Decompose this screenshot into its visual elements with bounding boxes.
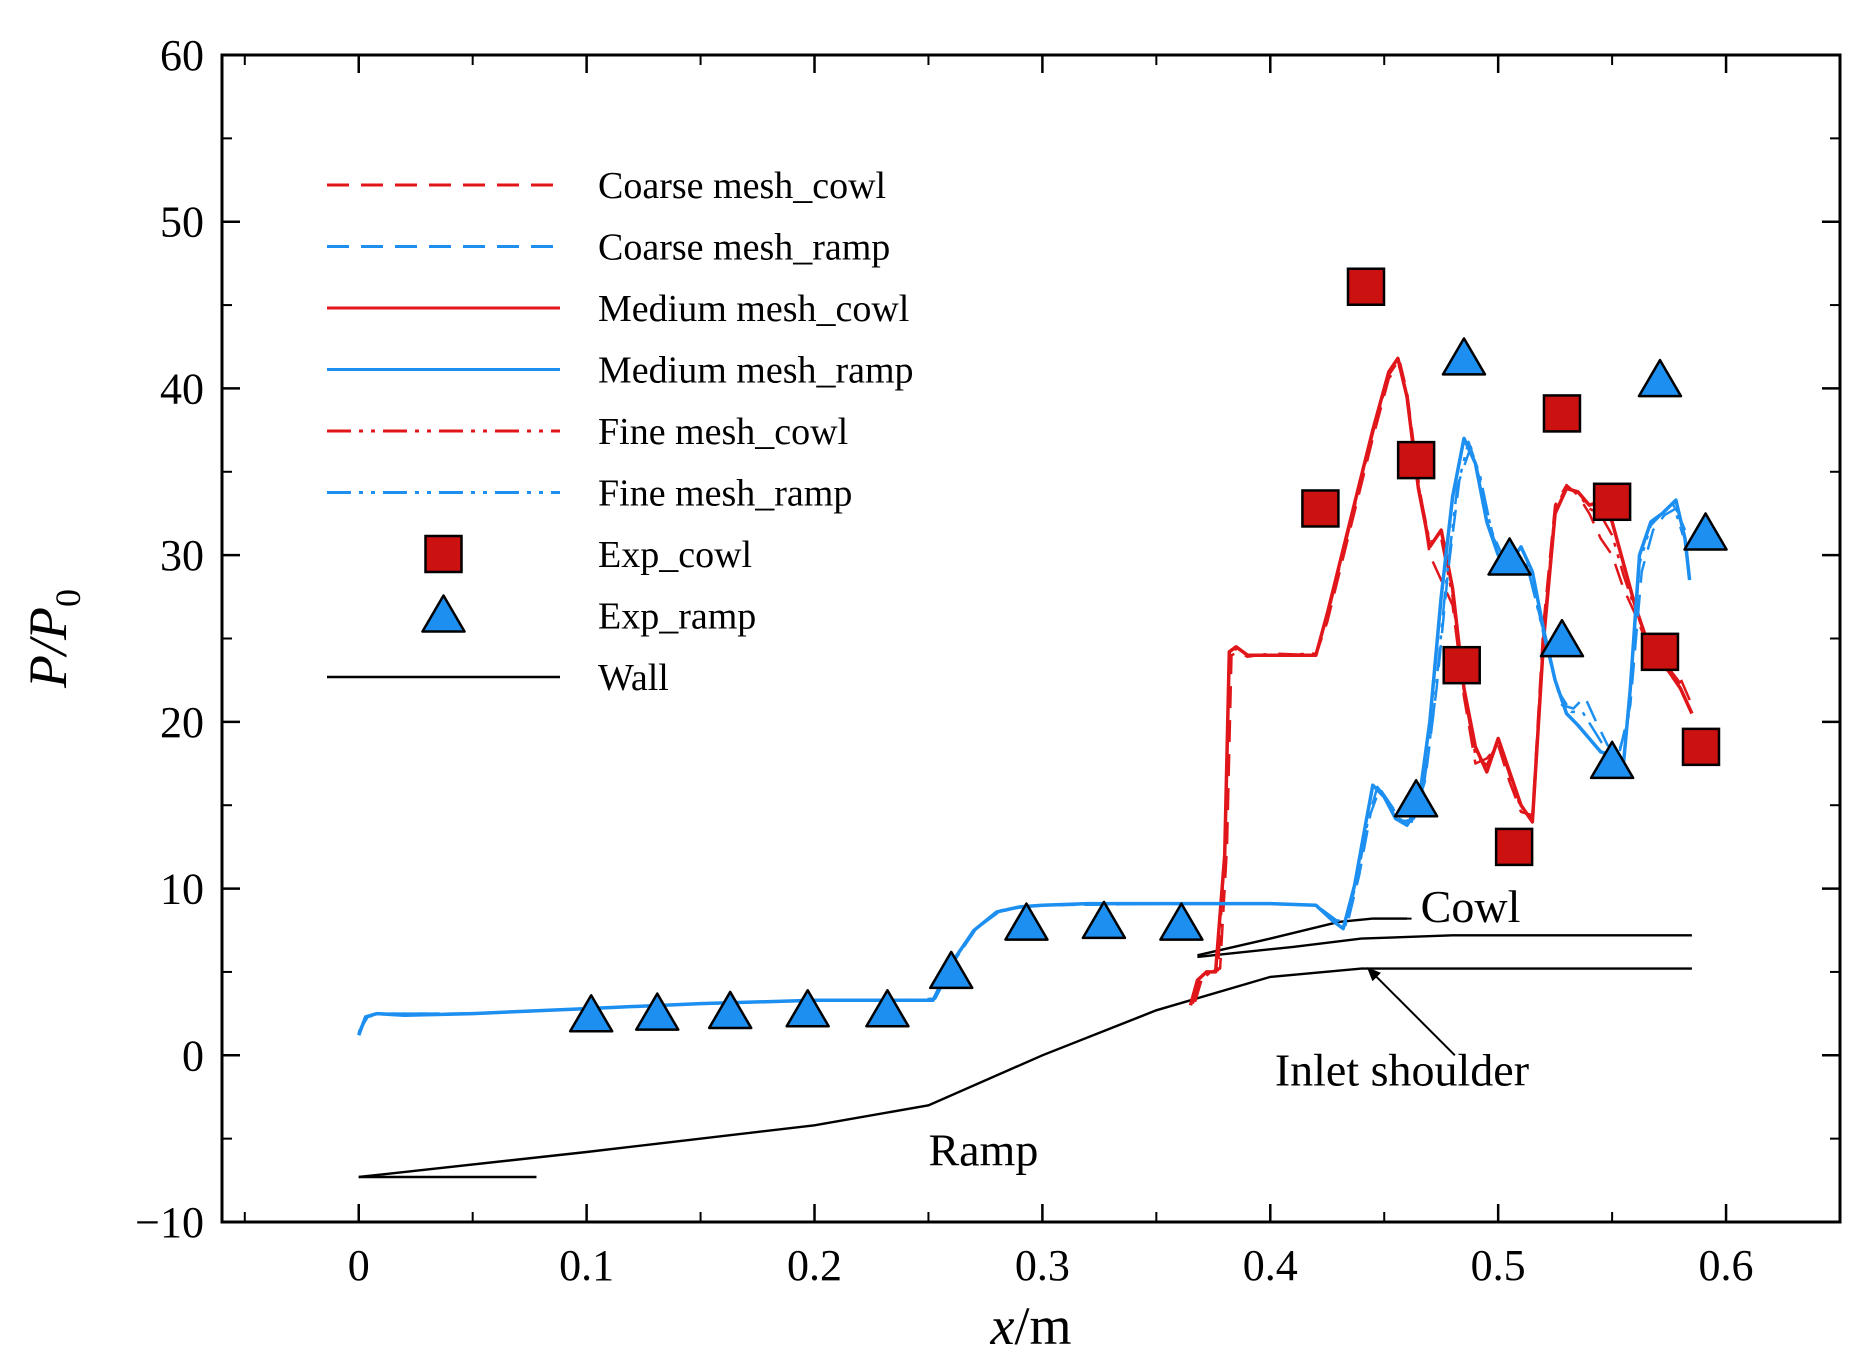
legend-label: Coarse mesh_ramp	[598, 227, 890, 269]
exp-ramp-marker	[1004, 902, 1049, 941]
exp-cowl-marker	[1592, 482, 1632, 522]
series-fine-mesh-cowl	[1191, 360, 1682, 1004]
exp-ramp-marker	[1159, 902, 1204, 941]
exp-cowl-marker	[1301, 489, 1340, 528]
axes: 0 0.1 0.2 0.3 0.4 0.5 0.6 −10 0 10 20 30 40 50 60	[135, 31, 1840, 1290]
exp-ramp-marker	[1393, 778, 1439, 818]
exp-ramp-marker	[1441, 337, 1487, 376]
cowl-label: Cowl	[1421, 881, 1521, 932]
series-fine-mesh-ramp	[357, 440, 1684, 1035]
exp-ramp-marker	[635, 992, 680, 1031]
legend-item: Exp_cowl	[424, 534, 752, 576]
exp-ramp-marker	[1487, 537, 1532, 576]
legend-item: Coarse mesh_ramp	[327, 227, 890, 269]
x-tick-label: 0.6	[1699, 1241, 1754, 1290]
legend-item: Medium mesh_ramp	[327, 350, 914, 392]
legend-item: Fine mesh_ramp	[327, 473, 852, 515]
legend-label: Exp_ramp	[598, 596, 756, 638]
annotations: Cowl Inlet shoulder Ramp	[928, 881, 1529, 1175]
exp-ramp-marker	[785, 989, 830, 1028]
legend-label: Wall	[598, 657, 669, 699]
legend: Coarse mesh_cowl Coarse mesh_ramp Medium m…	[327, 165, 914, 699]
legend-swatch	[424, 534, 463, 574]
exp-cowl-marker	[1681, 727, 1721, 767]
y-axis-title: P/P0	[18, 589, 88, 689]
exp-ramp-marker	[707, 990, 753, 1030]
exp-ramp-marker	[1081, 900, 1127, 940]
exp-ramp-marker	[1683, 512, 1728, 551]
legend-item: Fine mesh_cowl	[327, 411, 848, 453]
legend-item: Exp_ramp	[421, 594, 756, 638]
x-tick-label: 0.3	[1015, 1241, 1070, 1290]
legend-label: Fine mesh_cowl	[598, 411, 848, 453]
legend-label: Fine mesh_ramp	[598, 473, 852, 515]
inlet-shoulder-label: Inlet shoulder	[1275, 1044, 1529, 1095]
exp-cowl-marker	[1640, 632, 1680, 672]
x-tick-label: 0	[348, 1241, 370, 1290]
legend-item: Medium mesh_cowl	[327, 288, 909, 330]
exp-ramp-marker	[865, 989, 910, 1028]
y-tick-label: 20	[160, 698, 204, 747]
exp-ramp-marker	[568, 994, 614, 1033]
series-medium-mesh-cowl	[1188, 356, 1694, 1006]
wall-lines	[358, 917, 1692, 1179]
legend-item: Wall	[327, 657, 669, 699]
y-tick-label: 40	[160, 364, 204, 413]
ramp-label: Ramp	[928, 1124, 1038, 1175]
exp-cowl-marker	[1494, 827, 1534, 867]
inlet-shoulder-arrow	[1366, 967, 1456, 1056]
exp-cowl-marker	[1542, 394, 1582, 433]
cowl-wall-lower	[1197, 934, 1692, 959]
exp-ramp-marker	[1637, 358, 1683, 398]
y-tick-label: 0	[182, 1031, 204, 1080]
y-tick-label: 10	[160, 865, 204, 914]
x-axis-title: x/m	[990, 1296, 1072, 1356]
exp-ramp-marker	[1539, 618, 1585, 658]
x-tick-label: 0.4	[1243, 1241, 1298, 1290]
legend-swatch	[421, 594, 466, 633]
legend-item: Coarse mesh_cowl	[327, 165, 886, 207]
legend-label: Coarse mesh_cowl	[598, 165, 886, 207]
ramp-wall-upper	[358, 967, 1692, 1179]
y-tick-label: 30	[160, 531, 204, 580]
exp-ramp-marker	[1589, 740, 1635, 780]
x-tick-label: 0.5	[1471, 1241, 1526, 1290]
legend-label: Medium mesh_ramp	[598, 350, 914, 392]
exp-cowl-marker	[1396, 440, 1436, 480]
y-tick-label: −10	[135, 1198, 204, 1247]
x-tick-label: 0.1	[559, 1241, 614, 1290]
exp-cowl-marker	[1346, 267, 1386, 306]
x-tick-label: 0.2	[787, 1241, 842, 1290]
exp-markers	[568, 267, 1728, 1033]
exp-ramp-marker	[928, 950, 974, 990]
legend-label: Medium mesh_cowl	[598, 288, 909, 330]
legend-label: Exp_cowl	[598, 534, 752, 576]
y-tick-label: 50	[160, 198, 204, 247]
y-tick-label: 60	[160, 31, 204, 80]
exp-cowl-marker	[1442, 645, 1481, 685]
